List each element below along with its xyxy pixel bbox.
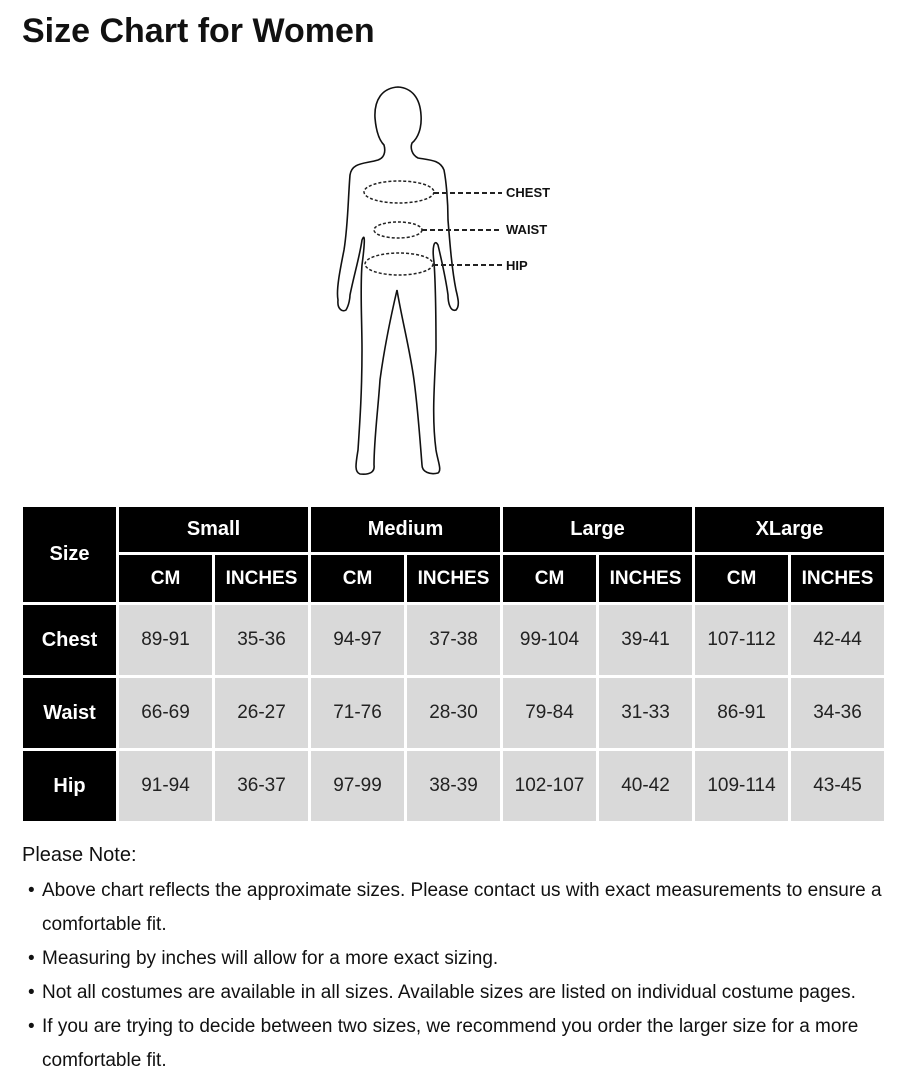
- bullet: •: [28, 1016, 35, 1037]
- measurement-cell: 94-97: [311, 605, 404, 675]
- waist-label: WAIST: [506, 222, 547, 237]
- female-silhouette: [336, 86, 460, 475]
- measurement-cell: 34-36: [791, 678, 884, 748]
- note-item: • Measuring by inches will allow for a mo…: [22, 942, 902, 976]
- unit-header: INCHES: [407, 555, 500, 602]
- measurement-cell: 79-84: [503, 678, 596, 748]
- measurement-cell: 31-33: [599, 678, 692, 748]
- unit-header: INCHES: [599, 555, 692, 602]
- measurement-cell: 71-76: [311, 678, 404, 748]
- size-medium-header: Medium: [311, 507, 500, 552]
- table-row: Hip 91-94 36-37 97-99 38-39 102-107 40-42 109-1…: [23, 751, 884, 821]
- unit-header: CM: [503, 555, 596, 602]
- notes-section: Please Note: • Above chart reflects the a…: [22, 838, 902, 1078]
- measurement-cell: 102-107: [503, 751, 596, 821]
- waist-measure-line: [373, 221, 423, 239]
- hip-label: HIP: [506, 258, 528, 273]
- measurement-cell: 42-44: [791, 605, 884, 675]
- page-title: Size Chart for Women: [22, 12, 375, 50]
- note-text: If you are trying to decide between two …: [42, 1016, 859, 1071]
- size-table: Size Small Medium Large XLarge CM INCHES…: [20, 504, 887, 824]
- table-row: Chest 89-91 35-36 94-97 37-38 99-104 39-41 107-…: [23, 605, 884, 675]
- measurement-cell: 109-114: [695, 751, 788, 821]
- unit-header: INCHES: [215, 555, 308, 602]
- chest-label: CHEST: [506, 185, 550, 200]
- size-large-header: Large: [503, 507, 692, 552]
- measurement-cell: 37-38: [407, 605, 500, 675]
- measurement-cell: 66-69: [119, 678, 212, 748]
- measurement-cell: 86-91: [695, 678, 788, 748]
- unit-header: CM: [119, 555, 212, 602]
- body-measurement-figure: CHEST WAIST HIP: [336, 86, 550, 475]
- note-item: • Above chart reflects the approximate si…: [22, 874, 902, 942]
- note-text: Not all costumes are available in all si…: [42, 982, 856, 1003]
- measurement-cell: 38-39: [407, 751, 500, 821]
- chest-measure-line: [363, 180, 435, 204]
- row-label: Chest: [23, 605, 116, 675]
- note-item: • Not all costumes are available in all s…: [22, 976, 902, 1010]
- notes-title: Please Note:: [22, 844, 137, 866]
- unit-header: CM: [311, 555, 404, 602]
- measurement-cell: 40-42: [599, 751, 692, 821]
- measurement-cell: 89-91: [119, 605, 212, 675]
- measurement-cell: 28-30: [407, 678, 500, 748]
- measurement-cell: 35-36: [215, 605, 308, 675]
- bullet: •: [28, 880, 35, 901]
- size-small-header: Small: [119, 507, 308, 552]
- size-header: Size: [23, 507, 116, 602]
- measurement-cell: 36-37: [215, 751, 308, 821]
- unit-header: INCHES: [791, 555, 884, 602]
- note-text: Above chart reflects the approximate siz…: [42, 880, 882, 935]
- row-label: Hip: [23, 751, 116, 821]
- measurement-cell: 107-112: [695, 605, 788, 675]
- measurement-cell: 97-99: [311, 751, 404, 821]
- table-row: Waist 66-69 26-27 71-76 28-30 79-84 31-33 86-91…: [23, 678, 884, 748]
- measurement-cell: 91-94: [119, 751, 212, 821]
- measurement-cell: 39-41: [599, 605, 692, 675]
- unit-header: CM: [695, 555, 788, 602]
- row-label: Waist: [23, 678, 116, 748]
- note-text: Measuring by inches will allow for a mor…: [42, 948, 499, 969]
- measurement-cell: 99-104: [503, 605, 596, 675]
- size-xlarge-header: XLarge: [695, 507, 884, 552]
- bullet: •: [28, 948, 35, 969]
- measurement-cell: 43-45: [791, 751, 884, 821]
- measurement-cell: 26-27: [215, 678, 308, 748]
- bullet: •: [28, 982, 35, 1003]
- hip-measure-line: [364, 252, 434, 276]
- note-item: • If you are trying to decide between two…: [22, 1010, 902, 1078]
